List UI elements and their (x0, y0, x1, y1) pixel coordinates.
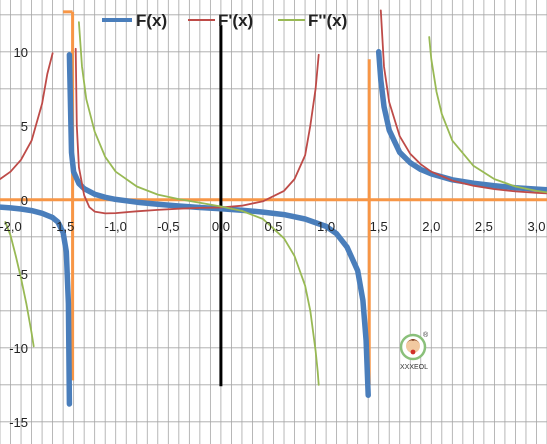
series-lines (0, 9, 547, 407)
logo-mouth (410, 349, 416, 355)
y-tick-label: -5 (16, 267, 28, 282)
reference-lines (0, 10, 547, 387)
series-f-prime-segment-1 (0, 52, 54, 181)
legend-label-f: F(x) (136, 11, 167, 30)
y-tick-label: -10 (9, 341, 28, 356)
series-f-double-prime-segment-2 (78, 21, 320, 386)
logo-caption: XXXEOL (400, 364, 428, 371)
x-tick-label: -1,0 (105, 219, 127, 234)
x-tick-label: 3,0 (527, 219, 545, 234)
x-tick-label: -1,5 (52, 219, 74, 234)
legend-label-f-prime: F'(x) (218, 11, 253, 30)
series-f-segment-1 (0, 204, 73, 407)
x-tick-label: 1,5 (370, 219, 388, 234)
legend-label-f-double-prime: F''(x) (308, 11, 347, 30)
x-tick-label: -0,5 (157, 219, 179, 234)
logo-face (406, 339, 420, 353)
series-f-prime-segment-2 (74, 47, 320, 215)
x-tick-label: 0,0 (212, 219, 230, 234)
legend: F(x) F'(x) F''(x) (102, 11, 347, 30)
y-tick-label: 5 (21, 119, 28, 134)
x-tick-labels: -2,0 -1,5 -1,0 -0,5 0,0 0,5 1,0 1,5 2,0 2,5 3,0 (0, 219, 546, 234)
logo-mark: ® (423, 331, 429, 339)
series-f-double-prime-segment-3 (428, 36, 547, 194)
y-tick-label: -15 (9, 415, 28, 430)
y-tick-label: 0 (21, 193, 28, 208)
series-f-segment-3 (375, 49, 547, 193)
x-tick-label: 1,0 (317, 219, 335, 234)
series-f-prime-segment-3 (379, 9, 547, 195)
x-tick-label: 2,5 (475, 219, 493, 234)
x-tick-label: 2,0 (422, 219, 440, 234)
series-f-double-prime-segment-1 (4, 221, 35, 348)
x-tick-label: -2,0 (0, 219, 22, 234)
y-tick-label: 10 (14, 45, 28, 60)
logo: ® XXXEOL (399, 331, 429, 371)
y-tick-labels: 10 5 0 -5 -10 -15 (9, 45, 28, 430)
x-tick-label: 0,5 (264, 219, 282, 234)
logo-hair (406, 339, 420, 344)
